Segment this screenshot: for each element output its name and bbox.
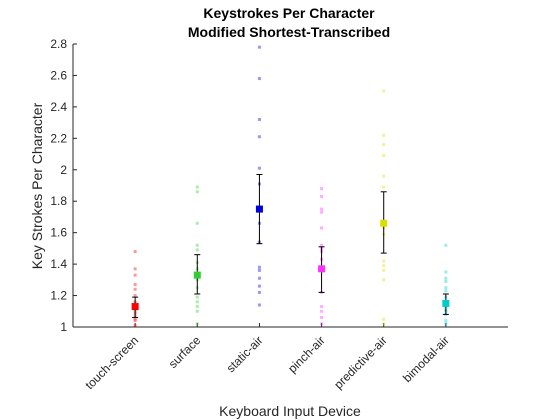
mean-marker [380, 219, 388, 227]
chart-subtitle: Modified Shortest-Transcribed [188, 24, 390, 40]
data-point [320, 226, 324, 230]
data-point [320, 195, 324, 199]
data-point [382, 143, 386, 147]
data-point [320, 322, 324, 326]
data-point [195, 322, 199, 326]
data-point [444, 322, 448, 326]
data-point [133, 283, 137, 287]
data-point [382, 259, 386, 263]
y-tick-label: 2.8 [50, 37, 67, 51]
data-point [320, 316, 324, 320]
data-point [257, 290, 261, 294]
data-point [195, 295, 199, 299]
data-point [257, 45, 261, 49]
y-axis-label: Key Strokes Per Character [29, 102, 45, 269]
mean-markers [131, 205, 450, 311]
data-point [257, 117, 261, 121]
data-point [195, 300, 199, 304]
data-point [195, 248, 199, 252]
y-tick-label: 2 [60, 163, 67, 177]
y-axis-ticks: 1 1.2 1.4 1.6 1.8 2 2.2 2.4 2.6 2.8 [50, 37, 77, 334]
y-tick-label: 1.6 [50, 226, 67, 240]
data-point [257, 77, 261, 81]
data-point [195, 243, 199, 247]
data-point [444, 286, 448, 290]
data-point [133, 250, 137, 254]
data-point [382, 89, 386, 93]
data-point [320, 243, 324, 247]
data-point [444, 243, 448, 247]
data-point [195, 305, 199, 309]
data-point [257, 276, 261, 280]
data-point [382, 278, 386, 282]
data-point [320, 309, 324, 313]
mean-marker [255, 205, 263, 213]
y-tick-label: 2.2 [50, 131, 67, 145]
data-point [133, 294, 137, 298]
data-point [320, 187, 324, 191]
data-point [195, 309, 199, 313]
mean-marker [442, 299, 450, 307]
data-point [382, 268, 386, 272]
data-point [444, 270, 448, 274]
data-point [320, 207, 324, 211]
data-point [320, 210, 324, 214]
chart-title: Keystrokes Per Character [203, 5, 375, 21]
data-point [257, 284, 261, 288]
y-tick-label: 1.8 [50, 194, 67, 208]
data-point [320, 305, 324, 309]
data-point [257, 303, 261, 307]
data-point [133, 287, 137, 291]
data-point [133, 273, 137, 277]
mean-marker [193, 271, 201, 279]
data-point [195, 190, 199, 194]
data-point [444, 289, 448, 293]
y-tick-label: 1.2 [50, 289, 67, 303]
plot-axes [72, 44, 508, 328]
data-point [382, 174, 386, 178]
y-tick-label: 2.4 [50, 100, 67, 114]
y-tick-label: 1.4 [50, 257, 67, 271]
data-point [382, 322, 386, 326]
y-tick-label: 2.6 [50, 68, 67, 82]
data-point [257, 166, 261, 170]
x-axis-label: Keyboard Input Device [219, 403, 361, 419]
data-point [382, 185, 386, 189]
data-point [257, 135, 261, 139]
data-point [195, 221, 199, 225]
data-point [133, 267, 137, 271]
data-point [257, 265, 261, 269]
data-point [133, 319, 137, 323]
data-point [133, 323, 137, 327]
y-tick-label: 1 [60, 320, 67, 334]
data-point [382, 154, 386, 158]
mean-marker [131, 303, 139, 311]
data-point [444, 319, 448, 323]
data-point [382, 264, 386, 268]
data-point [133, 317, 137, 321]
data-point [444, 276, 448, 280]
data-point [382, 317, 386, 321]
data-point [195, 185, 199, 189]
mean-marker [318, 265, 326, 273]
data-point [382, 133, 386, 137]
data-point [257, 268, 261, 272]
data-point [444, 279, 448, 283]
